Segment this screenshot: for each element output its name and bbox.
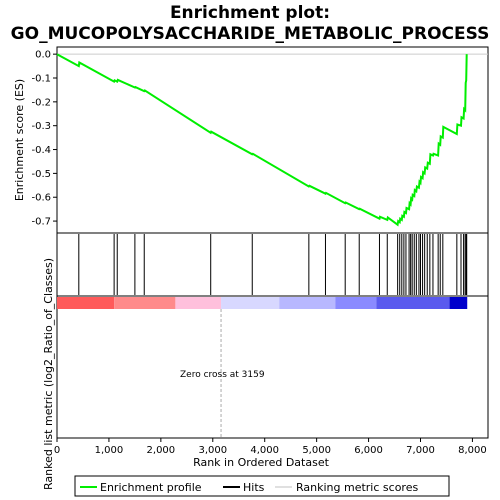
metric-y-axis-label: Ranked list metric (log2_Ratio_of_Classe… bbox=[42, 258, 55, 490]
x-tick-label: 2,000 bbox=[147, 445, 176, 456]
metric-band bbox=[279, 297, 336, 309]
enrichment-profile-line bbox=[56, 53, 468, 227]
x-tick-label: 5,000 bbox=[302, 445, 331, 456]
legend-label-ranking: Ranking metric scores bbox=[296, 481, 418, 494]
es-y-tick-label: -0.6 bbox=[31, 193, 51, 204]
x-ticks: 0 1,000 2,000 3,000 4,000 5,000 6,000 7,000 8,00… bbox=[54, 438, 487, 456]
x-tick-label: 1,000 bbox=[95, 445, 124, 456]
x-tick-label: 6,000 bbox=[354, 445, 383, 456]
metric-band bbox=[114, 297, 176, 309]
x-tick-label: 4,000 bbox=[250, 445, 279, 456]
es-panel: 0.0 -0.1 -0.2 -0.3 -0.4 -0.5 -0.6 -0.7 bbox=[31, 46, 489, 234]
metric-band bbox=[57, 297, 115, 309]
es-y-tick-label: 0.0 bbox=[35, 50, 51, 61]
chart-title-line2: GO_MUCOPOLYSACCHARIDE_METABOLIC_PROCESS bbox=[11, 24, 490, 44]
metric-band bbox=[335, 297, 377, 309]
es-y-axis-label: Enrichment score (ES) bbox=[13, 79, 26, 201]
es-y-tick-label: -0.7 bbox=[31, 217, 51, 228]
es-y-tick-label: -0.3 bbox=[31, 121, 51, 132]
x-tick-label: 0 bbox=[54, 445, 60, 456]
metric-band bbox=[221, 297, 280, 309]
es-plot-frame bbox=[56, 46, 489, 234]
metric-band bbox=[376, 297, 450, 309]
x-tick-label: 7,000 bbox=[406, 445, 435, 456]
metric-plot-frame bbox=[56, 295, 489, 439]
es-y-tick-label: -0.4 bbox=[31, 145, 51, 156]
x-axis-label: Rank in Ordered Dataset bbox=[193, 456, 330, 469]
legend-frame bbox=[74, 475, 450, 497]
es-y-ticks: 0.0 -0.1 -0.2 -0.3 -0.4 -0.5 -0.6 -0.7 bbox=[31, 50, 57, 228]
es-y-tick-label: -0.1 bbox=[31, 74, 51, 85]
hits-panel bbox=[56, 232, 489, 297]
legend-label-hits: Hits bbox=[243, 481, 265, 494]
es-y-tick-label: -0.5 bbox=[31, 169, 51, 180]
legend-label-enrichment: Enrichment profile bbox=[100, 481, 202, 494]
x-tick-label: 3,000 bbox=[198, 445, 227, 456]
metric-band bbox=[175, 297, 222, 309]
legend: Enrichment profile Hits Ranking metric s… bbox=[74, 475, 450, 497]
zero-cross-annotation: Zero cross at 3159 bbox=[180, 370, 265, 380]
metric-band bbox=[449, 297, 468, 309]
metric-panel: Zero cross at 3159 0 1,000 2,000 3,000 4,000… bbox=[54, 295, 489, 456]
hits-plot-frame bbox=[56, 232, 489, 297]
chart-title-line1: Enrichment plot: bbox=[170, 3, 330, 23]
x-tick-label: 8,000 bbox=[458, 445, 487, 456]
es-y-tick-label: -0.2 bbox=[31, 97, 51, 108]
